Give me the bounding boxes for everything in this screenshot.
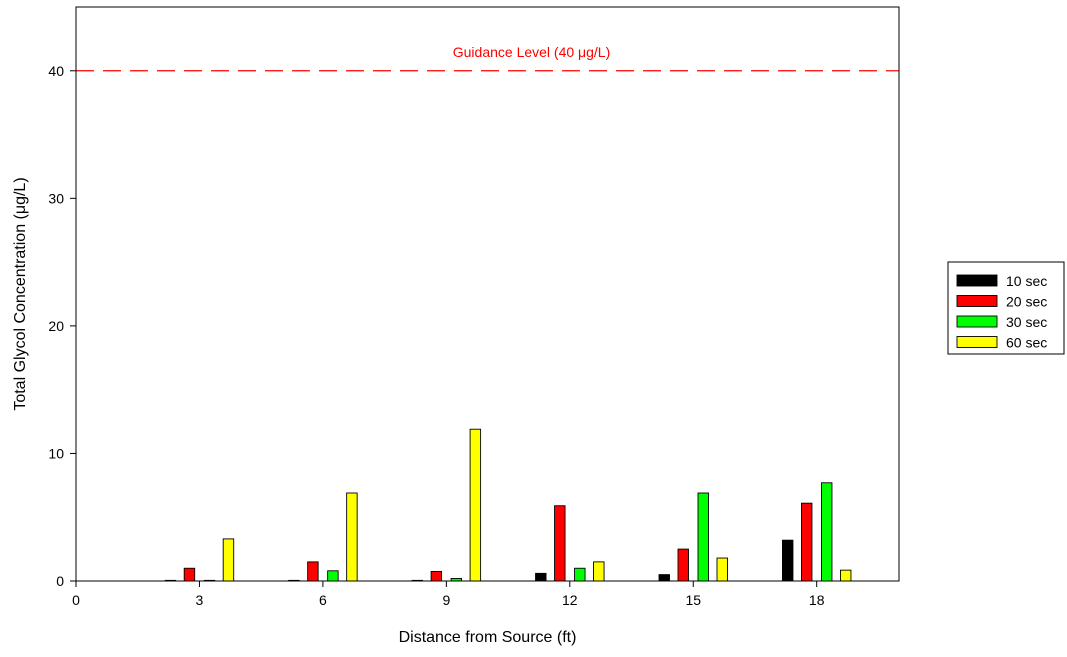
bar-60-sec-at-3	[222, 538, 235, 582]
bar-10-sec-at-15	[658, 574, 670, 582]
bar-30-sec-at-6	[327, 570, 339, 582]
bar-60-sec-at-6	[346, 492, 358, 582]
bar-20-sec-at-3	[183, 567, 196, 582]
x-axis-label: Distance from Source (ft)	[399, 629, 577, 646]
legend-swatch-60-sec	[956, 336, 998, 348]
y-axis-label: Total Glycol Concentration (μg/L)	[12, 177, 29, 410]
x-tick-label: 15	[685, 592, 701, 608]
x-tick-label: 18	[809, 592, 825, 608]
bar-60-sec-at-15	[716, 557, 728, 582]
bar-60-sec-at-12	[593, 561, 605, 582]
y-tick-label: 10	[48, 445, 64, 461]
y-tick-label: 40	[48, 63, 64, 79]
bar-20-sec-at-18	[801, 502, 813, 582]
legend-swatch-30-sec	[956, 315, 998, 328]
y-axis-ticks: 0 10 20 30 40	[48, 63, 76, 589]
bar-60-sec-at-18	[840, 569, 852, 582]
bar-30-sec-at-12	[574, 567, 586, 582]
x-axis-ticks: 0 3 6 9 12 15 18	[72, 581, 825, 608]
legend: 10 sec 20 sec 30 sec 60 sec	[947, 261, 1065, 355]
x-tick-label: 9	[442, 592, 450, 608]
bar-20-sec-at-6	[307, 561, 319, 582]
legend-label-60-sec: 60 sec	[1006, 335, 1047, 351]
x-tick-label: 12	[562, 592, 578, 608]
legend-swatch-20-sec	[956, 295, 998, 307]
bars-layer	[164, 428, 852, 582]
plot-area-frame	[75, 6, 900, 582]
legend-label-20-sec: 20 sec	[1006, 294, 1047, 310]
x-tick-label: 0	[72, 592, 80, 608]
legend-label-30-sec: 30 sec	[1006, 314, 1047, 330]
y-tick-label: 30	[48, 190, 64, 206]
legend-label-10-sec: 10 sec	[1006, 273, 1047, 289]
x-tick-label: 6	[319, 592, 327, 608]
bar-30-sec-at-18	[821, 482, 833, 582]
bar-20-sec-at-15	[677, 548, 689, 582]
legend-swatch-10-sec	[956, 274, 998, 287]
y-tick-label: 20	[48, 318, 64, 334]
bar-20-sec-at-12	[554, 505, 566, 582]
x-tick-label: 3	[196, 592, 204, 608]
bar-30-sec-at-15	[697, 492, 709, 582]
y-tick-label: 0	[56, 573, 64, 589]
bar-10-sec-at-18	[782, 539, 794, 582]
reference-line-group: Guidance Level (40 μg/L)	[76, 44, 899, 72]
guidance-level-label: Guidance Level (40 μg/L)	[453, 44, 611, 60]
bar-20-sec-at-9	[430, 570, 443, 582]
bar-60-sec-at-9	[469, 428, 482, 582]
bar-10-sec-at-12	[535, 572, 547, 582]
